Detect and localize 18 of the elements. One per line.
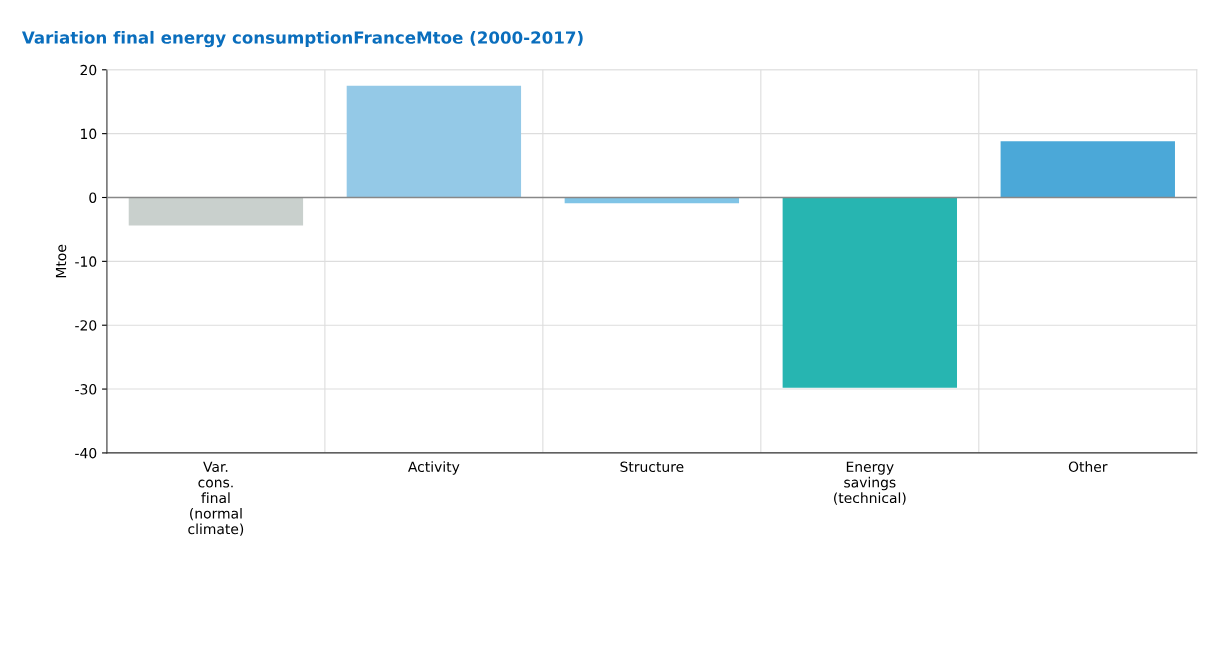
y-tick-label: -20	[75, 320, 97, 331]
bar	[1000, 141, 1175, 198]
bar	[782, 197, 958, 388]
x-tick-label: Other	[1068, 461, 1108, 473]
x-tick-label: Energy savings (technical)	[834, 461, 906, 505]
y-tick-label: 0	[89, 192, 97, 203]
y-tick-label: 20	[80, 64, 97, 76]
y-axis-title: Mtoe	[55, 244, 67, 278]
y-tick-label: 10	[81, 128, 97, 140]
bar	[128, 197, 304, 226]
y-tick-label: -40	[75, 447, 97, 459]
y-tick-label: -10	[75, 256, 97, 267]
x-tick-label: Activity	[408, 461, 460, 475]
y-tick-label: -30	[75, 384, 97, 395]
chart-title: Variation final energy consumptionFranceMtoe (2000-2017)	[21, 30, 583, 48]
bar	[346, 85, 522, 198]
x-tick-label: Structure	[620, 461, 684, 473]
x-tick-label: Var. cons. final (normal climate)	[188, 461, 244, 536]
